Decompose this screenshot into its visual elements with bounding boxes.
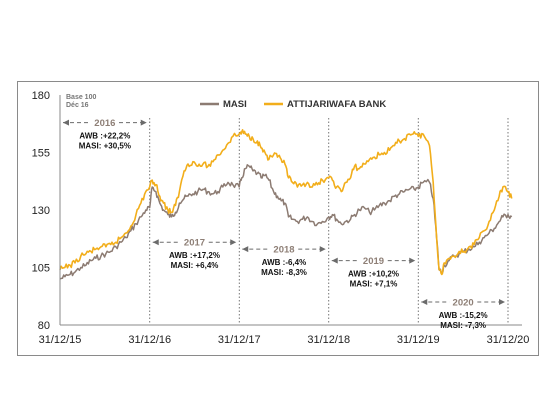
period-label-2019: 2019 [363,256,384,267]
period-stat-2016-0: AWB :+22,2% [79,132,130,141]
arrowhead-left-2019 [331,257,338,264]
series-layer [59,129,513,280]
arrowhead-right-2018 [319,246,326,253]
arrowhead-right-2017 [230,239,237,246]
x-tick-label-2015: 31/12/15 [39,334,82,346]
x-tick-label-2018: 31/12/18 [307,334,350,346]
series-line-attijariwafa-bank [59,129,513,276]
period-label-2016: 2016 [94,118,115,129]
period-stat-2018-1: MASI: -8,3% [261,268,307,277]
year-separator-lines [149,118,509,325]
arrowhead-left-2016 [63,119,69,126]
period-stat-2020-1: MASI: -7,3% [440,321,486,330]
chart-frame [17,81,539,356]
period-label-bg-2019 [359,253,388,267]
arrowhead-right-2019 [409,257,416,264]
period-label-2020: 2020 [453,298,474,309]
arrowhead-left-2018 [242,246,249,253]
period-annotation-2018: 2018 AWB :-6,4%MASI: -8,3% [242,242,326,277]
period-stat-2017-0: AWB :+17,2% [169,251,220,260]
period-stat-2020-0: AWB :-15,2% [439,311,488,320]
period-stat-2016-1: MASI: +30,5% [79,142,131,151]
period-stat-2019-0: AWB :+10,2% [348,270,399,279]
arrowhead-right-2020 [499,299,505,305]
period-annotation-2017: 2017 AWB :+17,2%MASI: +6,4% [152,235,237,270]
legend-label-masi: MASI [223,99,247,110]
period-stat-2018-0: AWB :-6,4% [262,258,306,267]
y-tick-label-130: 130 [32,205,50,217]
y-tick-label-155: 155 [32,148,50,160]
period-annotation-2019: 2019 AWB :+10,2%MASI: +7,1% [331,253,416,289]
period-stat-2017-1: MASI: +6,4% [171,261,219,270]
y-tick-label-105: 105 [32,263,50,275]
arrowhead-left-2020 [421,299,428,305]
y-tick-label-80: 80 [38,320,50,332]
period-label-2018: 2018 [273,245,294,256]
x-tick-label-2020: 31/12/20 [487,334,530,346]
x-tick-label-2017: 31/12/17 [218,334,261,346]
period-stat-2019-1: MASI: +7,1% [350,280,398,289]
period-label-2017: 2017 [184,238,205,249]
legend: MASI ATTIJARIWAFA BANK [200,99,386,110]
period-annotations: 2016 AWB :+22,2%MASI: +30,5% 2017 AWB :+17,… [63,115,505,330]
period-label-bg-2017 [180,235,209,249]
x-tick-label-2019: 31/12/19 [397,334,440,346]
arrowhead-left-2017 [152,239,159,246]
x-tick-label-2016: 31/12/16 [128,334,171,346]
arrowhead-right-2016 [140,119,147,126]
legend-label-attijariwafa-bank: ATTIJARIWAFA BANK [287,99,386,110]
axes: 80 105 130 155 180 31/12/15 31/12/16 31/12/17 31… [32,90,530,346]
period-label-bg-2020 [449,295,478,308]
base-note-line1: Base 100 [66,94,96,101]
period-label-bg-2016 [90,115,119,129]
y-tick-label-180: 180 [32,90,50,102]
period-annotation-2020: 2020 AWB :-15,2%MASI: -7,3% [421,295,505,330]
period-annotation-2016: 2016 AWB :+22,2%MASI: +30,5% [63,115,147,151]
period-label-bg-2018 [270,242,298,256]
base-note-line2: Déc 16 [66,102,89,109]
